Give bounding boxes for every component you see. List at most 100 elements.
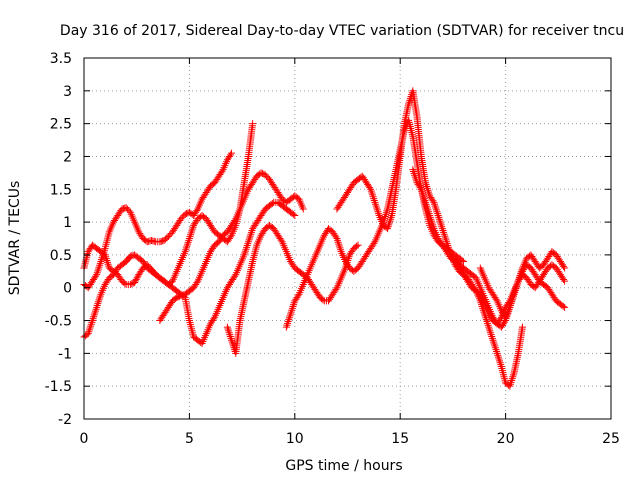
data-point-interp — [131, 277, 139, 285]
data-point-interp — [288, 306, 296, 314]
data-point — [291, 212, 299, 220]
y-tick-label: -1.5 — [45, 379, 72, 395]
data-point-interp — [435, 213, 443, 221]
data-point-interp — [86, 324, 94, 332]
data-point — [249, 120, 257, 128]
data-point-interp — [285, 316, 293, 324]
data-point-interp — [335, 242, 343, 250]
series-sat-j — [451, 254, 569, 328]
data-point-interp — [335, 240, 343, 248]
y-tick-label: 2.5 — [50, 117, 72, 133]
data-point — [561, 303, 569, 311]
data-point-interp — [244, 240, 252, 248]
x-tick-label: 10 — [286, 431, 304, 447]
y-tick-label: 2 — [63, 149, 72, 165]
data-point — [485, 323, 493, 331]
data-point-interp — [89, 315, 97, 323]
data-point-interp — [332, 233, 340, 241]
series-sat-d — [156, 169, 307, 325]
y-tick-label: -2 — [58, 412, 72, 428]
data-point-interp — [432, 204, 440, 212]
data-point-interp — [246, 234, 254, 242]
data-point-interp — [491, 342, 499, 350]
data-point-interp — [246, 232, 254, 240]
data-points — [80, 87, 569, 390]
data-point-interp — [187, 231, 195, 239]
data-point-interp — [433, 208, 441, 216]
y-tick-label: 3.5 — [50, 51, 72, 67]
data-point-interp — [94, 265, 102, 273]
data-point — [518, 323, 526, 331]
data-point — [228, 149, 236, 157]
data-point-interp — [185, 236, 193, 244]
data-point-interp — [494, 351, 502, 359]
data-point — [131, 278, 139, 286]
data-point-interp — [132, 275, 140, 283]
data-point-interp — [493, 347, 501, 355]
data-point-interp — [373, 204, 381, 212]
data-point-interp — [497, 361, 505, 369]
data-point-interp — [366, 184, 374, 192]
data-point — [299, 205, 307, 213]
data-point — [459, 257, 467, 265]
data-point-interp — [372, 200, 380, 208]
data-point-interp — [88, 318, 96, 326]
y-tick-label: 0 — [63, 281, 72, 297]
data-point-interp — [247, 230, 255, 238]
data-point-interp — [93, 302, 101, 310]
data-point-interp — [91, 307, 99, 315]
data-point-interp — [268, 199, 276, 207]
data-point-interp — [560, 276, 568, 284]
series-sat-g — [333, 87, 526, 390]
data-point-interp — [121, 279, 129, 287]
data-point-interp — [243, 243, 251, 251]
data-point-interp — [440, 230, 448, 238]
data-point-interp — [218, 167, 226, 175]
data-point-interp — [442, 236, 450, 244]
series-sat-a — [80, 149, 236, 292]
data-point-interp — [494, 353, 502, 361]
data-point-interp — [287, 308, 295, 316]
data-point-interp — [286, 312, 294, 320]
data-point-interp — [509, 371, 517, 379]
x-tick-label: 5 — [185, 431, 194, 447]
y-tick-label: -1 — [58, 346, 72, 362]
data-point-interp — [458, 256, 466, 264]
data-point-interp — [353, 242, 361, 250]
data-point-interp — [373, 206, 381, 214]
data-point — [561, 264, 569, 272]
data-point-interp — [224, 325, 232, 333]
data-point-interp — [225, 329, 233, 337]
data-point-interp — [429, 197, 437, 205]
y-tick-labels: -2 -1.5 -1 -0.5 0 0.5 1 1.5 2 2.5 3 3.5 — [45, 51, 72, 428]
data-point-interp — [94, 298, 102, 306]
data-point-interp — [125, 207, 133, 215]
data-point-interp — [227, 334, 235, 342]
data-point-interp — [193, 279, 201, 287]
data-point-interp — [103, 258, 111, 266]
data-point-interp — [454, 259, 462, 267]
axis-ticks — [83, 57, 612, 420]
data-point-interp — [226, 332, 234, 340]
data-point-interp — [441, 234, 449, 242]
data-point-interp — [490, 340, 498, 348]
data-point-interp — [225, 327, 233, 335]
series-sat-c — [80, 198, 299, 348]
y-tick-label: 0.5 — [50, 248, 72, 264]
data-point — [438, 225, 446, 233]
data-point-interp — [96, 259, 104, 267]
data-point — [434, 212, 442, 220]
data-point — [223, 323, 231, 331]
data-point-interp — [560, 262, 568, 270]
data-point-interp — [227, 151, 235, 159]
data-point-interp — [487, 331, 495, 339]
data-point-interp — [370, 195, 378, 203]
data-point-interp — [437, 221, 445, 229]
data-point-interp — [487, 329, 495, 337]
data-point-interp — [193, 207, 201, 215]
data-point-interp — [231, 272, 239, 280]
data-point-interp — [368, 191, 376, 199]
data-point-interp — [94, 300, 102, 308]
data-point-interp — [95, 296, 103, 304]
data-point-interp — [436, 217, 444, 225]
